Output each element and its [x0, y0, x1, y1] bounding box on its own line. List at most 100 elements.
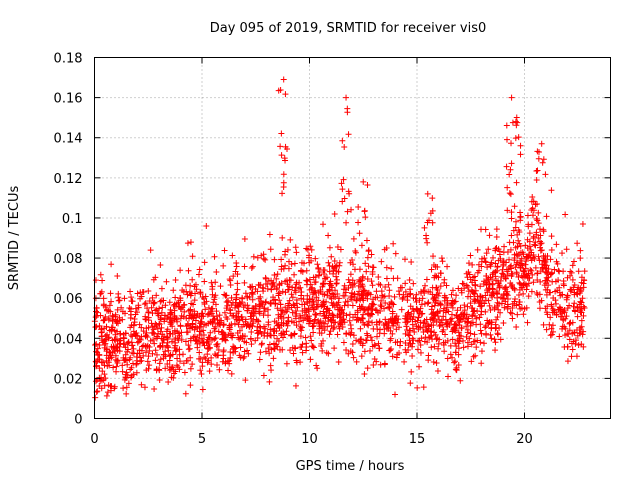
data-point — [276, 297, 283, 304]
data-point — [190, 334, 197, 341]
data-point — [553, 241, 560, 248]
data-point — [195, 355, 202, 362]
data-point — [388, 265, 395, 272]
data-point — [111, 348, 118, 355]
data-point — [520, 268, 527, 275]
data-point — [321, 291, 328, 298]
data-point — [308, 337, 315, 344]
data-point — [231, 320, 238, 327]
data-point — [234, 271, 241, 278]
data-point — [166, 367, 173, 374]
data-point — [540, 254, 547, 261]
data-point — [503, 163, 510, 170]
data-point — [464, 339, 471, 346]
data-point — [499, 295, 506, 302]
data-point — [364, 254, 371, 261]
data-point — [542, 305, 549, 312]
data-point — [292, 345, 299, 352]
data-point — [494, 263, 501, 270]
data-point — [451, 298, 458, 305]
data-point — [421, 288, 428, 295]
data-point — [309, 343, 316, 350]
data-point — [467, 300, 474, 307]
data-point — [444, 355, 451, 362]
data-point — [355, 203, 362, 210]
data-point — [447, 351, 454, 358]
data-point — [355, 219, 362, 226]
data-point — [419, 324, 426, 331]
data-point — [525, 293, 532, 300]
data-point — [357, 284, 364, 291]
data-point — [280, 171, 287, 178]
data-point — [515, 292, 522, 299]
data-point — [262, 274, 269, 281]
data-point — [406, 313, 413, 320]
data-point — [437, 321, 444, 328]
data-point — [158, 309, 165, 316]
data-point — [568, 269, 575, 276]
data-point — [308, 257, 315, 264]
data-point — [290, 350, 297, 357]
data-point — [346, 317, 353, 324]
data-point — [332, 287, 339, 294]
data-point — [108, 298, 115, 305]
data-point — [429, 195, 436, 202]
data-point — [121, 295, 128, 302]
data-point — [482, 308, 489, 315]
data-point — [527, 266, 534, 273]
data-point — [347, 321, 354, 328]
data-point — [92, 394, 99, 401]
data-point — [220, 262, 227, 269]
data-point — [530, 235, 537, 242]
data-point — [207, 329, 214, 336]
data-point — [358, 303, 365, 310]
data-point — [574, 240, 581, 247]
data-point — [112, 352, 119, 359]
data-point — [315, 271, 322, 278]
data-point — [264, 330, 271, 337]
data-point — [146, 347, 153, 354]
data-point — [464, 303, 471, 310]
data-point — [320, 270, 327, 277]
data-point — [344, 105, 351, 112]
data-point — [394, 275, 401, 282]
data-point — [101, 342, 108, 349]
data-point — [258, 341, 265, 348]
data-point — [163, 278, 170, 285]
data-point — [177, 358, 184, 365]
data-point — [270, 294, 277, 301]
data-point — [292, 244, 299, 251]
data-point — [324, 292, 331, 299]
data-point — [330, 270, 337, 277]
data-point — [469, 305, 476, 312]
data-point — [390, 322, 397, 329]
data-point — [186, 289, 193, 296]
data-point — [369, 337, 375, 344]
data-point — [204, 311, 211, 318]
data-point — [203, 223, 210, 230]
data-point — [318, 343, 325, 350]
data-point — [268, 286, 275, 293]
data-point — [429, 219, 436, 226]
data-point — [326, 280, 333, 287]
data-point — [365, 322, 372, 329]
x-tick-label: 0 — [90, 432, 98, 447]
data-point — [430, 315, 437, 322]
data-point — [208, 310, 215, 317]
data-point — [267, 300, 274, 307]
data-point — [509, 301, 516, 308]
data-point — [239, 333, 246, 340]
data-point — [329, 290, 336, 297]
data-point — [388, 299, 395, 306]
data-point — [187, 307, 194, 314]
data-point — [564, 305, 571, 312]
data-point — [427, 289, 434, 296]
data-point — [297, 325, 304, 332]
data-point — [517, 305, 524, 312]
data-point — [282, 143, 289, 150]
data-point — [319, 283, 326, 290]
data-point — [407, 380, 414, 387]
data-point — [184, 240, 191, 247]
data-point — [457, 304, 464, 311]
data-point — [298, 292, 305, 299]
